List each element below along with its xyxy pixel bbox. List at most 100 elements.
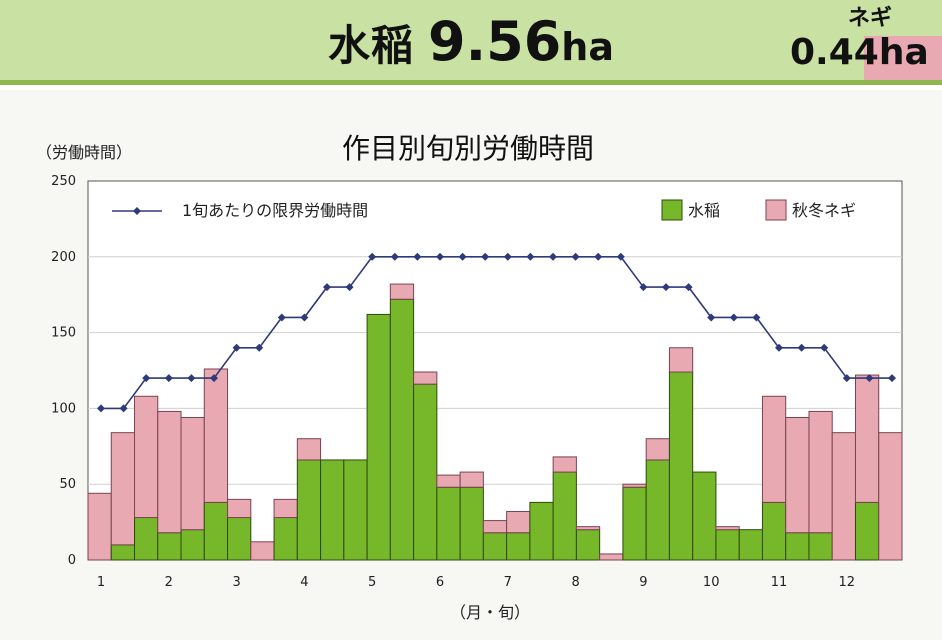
negi-label: ネギ — [848, 6, 893, 31]
bar-negi — [482, 520, 508, 534]
x-tick-label: 5 — [368, 575, 376, 590]
limit-marker — [503, 252, 512, 261]
bar-negi — [622, 483, 647, 488]
y-tick-label: 100 — [51, 401, 76, 416]
limit-marker — [752, 313, 761, 322]
limit-marker — [797, 343, 806, 352]
x-tick-label: 10 — [703, 575, 720, 590]
bar-rice — [761, 501, 787, 561]
bar-rice — [854, 501, 880, 561]
bar-negi — [808, 410, 833, 534]
x-tick-label: 3 — [232, 575, 240, 590]
limit-marker — [345, 283, 354, 292]
limit-marker — [323, 283, 331, 292]
bar-negi — [506, 510, 531, 534]
legend-negi-swatch — [765, 199, 787, 221]
limit-marker — [707, 313, 716, 322]
chart-title: 作目別旬別労働時間 — [342, 132, 594, 165]
title-crop: 水稲 — [328, 21, 415, 70]
header-divider — [0, 80, 942, 85]
limit-marker — [639, 283, 648, 292]
limit-marker — [277, 313, 286, 322]
bar-rice — [622, 486, 647, 561]
limit-marker — [571, 252, 580, 261]
x-tick-label: 7 — [504, 575, 512, 590]
bar-negi — [552, 456, 577, 473]
bar-negi — [273, 498, 298, 519]
y-tick-label: 200 — [51, 250, 76, 265]
bar-negi — [785, 416, 810, 534]
bar-rice — [110, 544, 136, 561]
bar-rice — [785, 532, 810, 561]
x-tick-label: 8 — [571, 575, 579, 590]
limit-marker — [210, 374, 218, 383]
bar-rice — [459, 486, 484, 561]
bar-negi — [715, 526, 740, 531]
limit-marker — [729, 313, 738, 322]
bar-negi — [575, 526, 601, 531]
x-tick-label: 12 — [839, 575, 856, 590]
y-tick-label: 150 — [51, 326, 76, 341]
limit-marker — [255, 343, 264, 352]
limit-marker — [119, 404, 128, 413]
bar-negi — [831, 432, 856, 561]
bar-negi — [203, 368, 229, 503]
x-tick-label: 6 — [436, 575, 444, 590]
legend-line-marker — [133, 207, 141, 215]
bar-rice — [343, 459, 368, 561]
limit-marker — [684, 283, 693, 292]
bar-rice — [389, 298, 415, 561]
bar-rice — [715, 529, 740, 561]
bar-rice — [692, 471, 717, 561]
page-title: 水稲 9.56ha — [0, 10, 942, 73]
legend-limit-label: 1旬あたりの限界労働時間 — [182, 201, 368, 220]
limit-marker — [390, 252, 399, 261]
bar-negi — [180, 416, 205, 531]
bar-rice — [552, 471, 577, 561]
bar-negi — [436, 474, 461, 488]
bar-negi — [389, 283, 415, 300]
bar-negi — [599, 553, 624, 561]
limit-marker — [436, 252, 444, 261]
x-tick-label: 11 — [771, 575, 788, 590]
y-tick-label: 50 — [59, 477, 76, 492]
title-area-number: 9.56 — [428, 10, 562, 73]
bar-negi — [854, 374, 880, 503]
limit-marker — [526, 252, 535, 261]
bar-negi — [645, 438, 670, 461]
limit-marker — [662, 283, 670, 292]
legend-rice-label: 水稲 — [688, 201, 720, 220]
x-tick-label: 1 — [97, 575, 105, 590]
limit-marker — [594, 252, 603, 261]
x-tick-label: 9 — [639, 575, 647, 590]
bar-rice — [227, 517, 252, 561]
limit-marker — [187, 374, 196, 383]
bar-negi — [761, 395, 787, 503]
limit-marker — [820, 343, 829, 352]
bar-rice — [296, 459, 322, 561]
legend-rice-swatch — [661, 199, 683, 221]
bar-negi — [87, 492, 112, 561]
bar-rice — [180, 529, 205, 561]
x-tick-label: 2 — [165, 575, 173, 590]
limit-marker — [142, 374, 151, 383]
negi-area: 0.44ha — [790, 32, 929, 73]
negi-highlight — [864, 36, 942, 80]
limit-marker — [549, 252, 557, 261]
bar-rice — [413, 383, 438, 561]
bar-rice — [808, 532, 833, 561]
bar-rice — [529, 501, 554, 561]
bar-rice — [482, 532, 508, 561]
bar-negi — [250, 541, 275, 561]
bar-rice — [273, 517, 298, 561]
legend-negi-label: 秋冬ネギ — [792, 201, 856, 220]
bar-negi — [878, 432, 903, 561]
bar-rice — [668, 371, 694, 561]
x-tick-label: 4 — [300, 575, 308, 590]
y-axis-label: （労働時間） — [36, 143, 132, 162]
bar-negi — [227, 498, 252, 519]
limit-marker — [888, 374, 896, 383]
bar-rice — [366, 313, 391, 561]
bar-negi — [459, 471, 484, 488]
